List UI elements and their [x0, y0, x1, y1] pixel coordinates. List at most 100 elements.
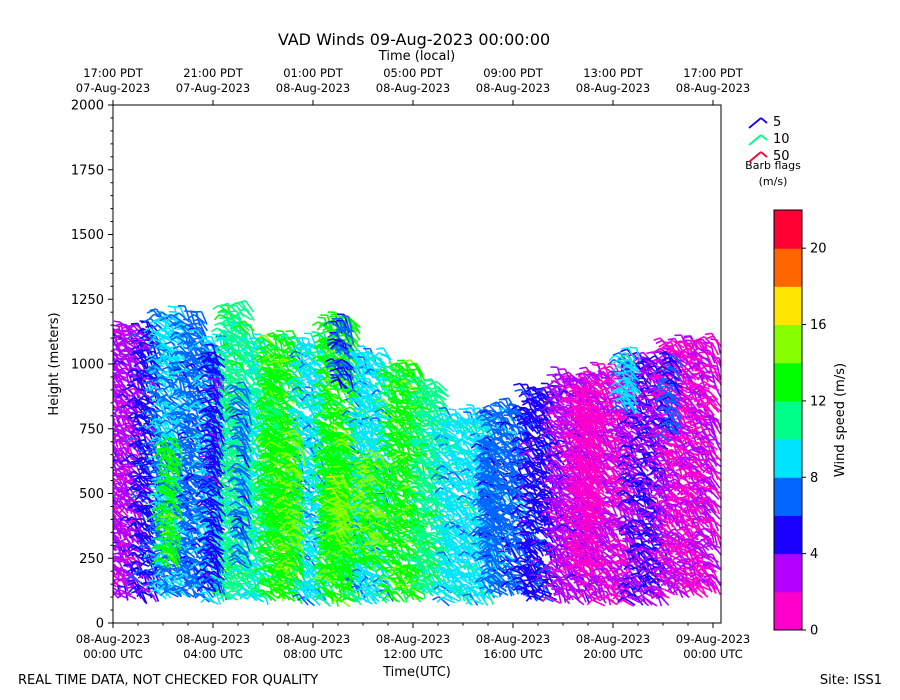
barb-flag [99, 389, 105, 393]
barb-flag [168, 321, 175, 328]
barb-flag [149, 308, 157, 312]
barb-flag [142, 430, 149, 437]
barb-flag [113, 343, 116, 347]
barb-flag [113, 517, 116, 521]
barb-flag [96, 338, 101, 343]
barb-flag [184, 431, 192, 436]
barb-staff [113, 591, 120, 599]
barb-flag [137, 467, 145, 471]
barb-flag [199, 506, 207, 511]
barb-flag [130, 405, 138, 410]
barb-flag [117, 559, 125, 564]
barb-flag [142, 582, 150, 587]
barb-flag [145, 524, 153, 531]
barb-flag [189, 366, 197, 372]
barb-staff [113, 343, 115, 346]
barb-flag [190, 462, 197, 469]
barb-flag [137, 539, 145, 543]
barb-flag [140, 497, 148, 502]
barb-flag [104, 572, 110, 576]
barb-staff [152, 337, 166, 346]
barb-flag [198, 591, 207, 595]
barb-flag [102, 438, 109, 440]
barb-flag [133, 442, 140, 450]
barb-staff [113, 546, 117, 552]
barb-flag [177, 340, 184, 346]
barb-flag [177, 431, 185, 436]
barb-flag [113, 409, 120, 415]
barb-flag [130, 560, 137, 568]
barb-flag [126, 358, 134, 363]
barb-flag [190, 401, 197, 409]
barb-staff [136, 405, 147, 418]
barb-flag [122, 422, 130, 425]
barb-flag [199, 383, 207, 389]
barb-flag [167, 383, 176, 388]
barb-flag [186, 322, 195, 326]
barb-flag [113, 552, 120, 556]
barb-flag [127, 551, 135, 557]
barb-flag [169, 574, 176, 581]
barb-flag [118, 503, 125, 509]
barb-staff [185, 332, 196, 344]
barb-flag [198, 391, 205, 398]
barb-flag [103, 588, 110, 590]
barb-flag [119, 463, 127, 468]
barb-flag [100, 515, 107, 517]
barb-flag [139, 431, 147, 437]
barb-flag [113, 366, 116, 369]
barb-staff [205, 597, 219, 606]
barb-flag [103, 501, 108, 506]
barb-flag [129, 430, 138, 434]
barb-staff [114, 429, 128, 439]
barb-flag [164, 432, 173, 436]
barb-flag [113, 389, 120, 394]
barb-flag [193, 461, 200, 467]
barb-flag [156, 474, 164, 481]
barb-staff [140, 397, 155, 405]
barb-flag [148, 501, 156, 506]
barb-flag [121, 498, 129, 502]
barb-flag [113, 376, 117, 381]
barb-staff [121, 385, 131, 398]
barb-flag [127, 411, 135, 414]
barb-flag [133, 339, 141, 344]
barb-staff [115, 592, 129, 600]
site-label: Site: ISS1 [819, 673, 882, 688]
barb-staff [133, 397, 147, 406]
barb-flag [179, 436, 188, 439]
barb-legend-title-line2: (m/s) [758, 175, 788, 188]
barb-flag [101, 350, 108, 351]
barb-flag [154, 578, 163, 583]
barb-flag [97, 389, 103, 392]
barb-staff [113, 433, 117, 438]
barb-flag [105, 375, 112, 377]
barb-flag [175, 568, 183, 574]
barb-flag [187, 545, 194, 551]
barb-staff [120, 475, 127, 490]
barb-flag [181, 451, 189, 455]
barb-flag [180, 503, 187, 510]
barb-flag [117, 527, 125, 531]
barb-staff [118, 588, 132, 596]
barb-flag [168, 359, 176, 362]
barb-flag [113, 517, 120, 524]
barb-staff [113, 340, 123, 353]
barb-staff [190, 351, 200, 364]
barb-flag [192, 377, 199, 384]
barb-flag [155, 387, 164, 391]
barb-flag [130, 428, 137, 435]
barb-flag [180, 483, 188, 489]
barb-flag [148, 369, 156, 374]
barb-staff [146, 549, 161, 557]
barb-flag [151, 581, 157, 588]
barb-flag [117, 531, 125, 536]
barb-flag [131, 328, 139, 334]
barb-flag [149, 588, 157, 594]
barb-flag [168, 345, 176, 350]
barb-flag [137, 458, 144, 465]
barb-flag [189, 416, 196, 423]
barb-flag [145, 368, 153, 373]
barb-staff [180, 322, 194, 333]
barb-flag [134, 483, 142, 490]
